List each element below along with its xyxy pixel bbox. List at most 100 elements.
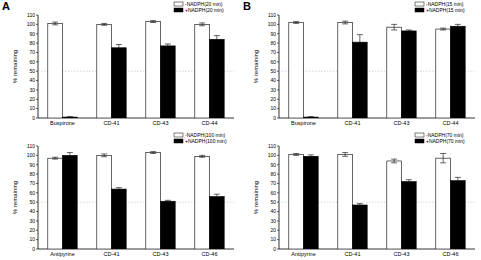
- legend-swatch: [174, 133, 183, 137]
- bar: [210, 39, 225, 118]
- y-tick-label: 90: [270, 162, 276, 168]
- error-bar: [67, 116, 73, 117]
- bar: [338, 22, 353, 118]
- y-tick: [277, 43, 279, 44]
- error-cap: [116, 44, 122, 45]
- error-cap: [391, 159, 397, 160]
- y-tick: [36, 249, 38, 250]
- y-tick: [36, 15, 38, 16]
- y-tick: [277, 202, 279, 203]
- y-tick-label: 100: [268, 152, 277, 158]
- error-bar: [165, 200, 171, 202]
- error-cap: [357, 203, 363, 204]
- y-tick: [277, 33, 279, 34]
- error-bar: [357, 204, 363, 205]
- y-tick-label: 30: [29, 218, 35, 224]
- y-tick: [36, 220, 38, 221]
- bar: [451, 181, 466, 249]
- y-tick-label: 90: [29, 162, 35, 168]
- error-bar: [214, 194, 220, 196]
- y-tick-label: 80: [270, 171, 276, 177]
- x-tick-label: CD-41: [104, 120, 120, 126]
- error-bar: [52, 22, 58, 25]
- legend-swatch: [174, 139, 183, 143]
- x-tick-label: CD-43: [153, 251, 169, 257]
- bar: [146, 22, 161, 118]
- error-cap: [293, 155, 299, 156]
- bar: [289, 22, 304, 118]
- bar: [146, 153, 161, 249]
- y-tick: [36, 71, 38, 72]
- y-tick-label: 110: [27, 143, 35, 149]
- bar: [304, 117, 319, 118]
- error-line: [69, 153, 70, 156]
- error-cap: [101, 153, 107, 154]
- chart: 0102030405060708090100110% remainingAnti…: [253, 132, 475, 257]
- legend-swatch: [415, 8, 424, 12]
- error-cap: [406, 179, 412, 180]
- y-tick-label: 90: [270, 31, 276, 37]
- error-line: [104, 154, 105, 157]
- y-tick-label: 30: [270, 87, 276, 93]
- error-cap: [199, 157, 205, 158]
- error-cap: [101, 23, 107, 24]
- error-bar: [455, 24, 461, 26]
- plot-area: [279, 21, 475, 118]
- bar: [161, 201, 176, 249]
- y-tick-label: 90: [29, 31, 35, 37]
- y-tick: [36, 108, 38, 109]
- y-tick: [36, 52, 38, 53]
- y-tick: [36, 174, 38, 175]
- bar: [436, 29, 451, 118]
- y-tick: [277, 24, 279, 25]
- error-bar: [101, 23, 107, 25]
- legend-label: +NADPH(20 min): [185, 7, 224, 13]
- y-tick: [277, 220, 279, 221]
- panel-label: A: [2, 0, 10, 12]
- y-tick: [277, 192, 279, 193]
- error-cap: [391, 29, 397, 30]
- bar: [112, 48, 127, 118]
- error-cap: [391, 24, 397, 25]
- error-bar: [391, 24, 397, 30]
- error-cap: [52, 22, 58, 23]
- error-cap: [293, 21, 299, 22]
- y-tick: [277, 146, 279, 147]
- y-tick: [36, 202, 38, 203]
- chart: 0102030405060708090100110% remainingAnti…: [12, 132, 234, 257]
- error-cap: [116, 187, 122, 188]
- error-cap: [150, 153, 156, 154]
- error-cap: [308, 116, 314, 117]
- error-bar: [67, 153, 73, 156]
- legend-swatch: [174, 2, 183, 6]
- error-bar: [308, 155, 314, 156]
- bar: [97, 155, 112, 249]
- error-cap: [165, 44, 171, 45]
- error-bar: [199, 23, 205, 26]
- error-cap: [308, 154, 314, 155]
- error-bar: [116, 188, 122, 189]
- y-tick-label: 60: [29, 190, 35, 196]
- y-tick: [36, 118, 38, 119]
- error-line: [394, 24, 395, 30]
- y-tick: [277, 239, 279, 240]
- error-bar: [101, 154, 107, 157]
- y-tick: [36, 211, 38, 212]
- x-tick-label: CD-46: [443, 251, 459, 257]
- error-cap: [52, 157, 58, 158]
- error-cap: [150, 20, 156, 21]
- error-cap: [440, 29, 446, 30]
- y-tick-label: 0: [32, 246, 35, 252]
- y-tick-label: 80: [29, 171, 35, 177]
- y-tick-label: 70: [270, 180, 276, 186]
- bar: [63, 117, 78, 118]
- y-tick: [277, 108, 279, 109]
- error-bar: [342, 153, 348, 157]
- y-tick-label: 0: [273, 115, 276, 121]
- error-bar: [440, 153, 446, 162]
- x-tick-label: CD-44: [202, 120, 218, 126]
- y-tick: [277, 230, 279, 231]
- bar: [63, 155, 78, 249]
- y-tick: [36, 43, 38, 44]
- chart: 0102030405060708090100110% remainingBusp…: [12, 1, 234, 126]
